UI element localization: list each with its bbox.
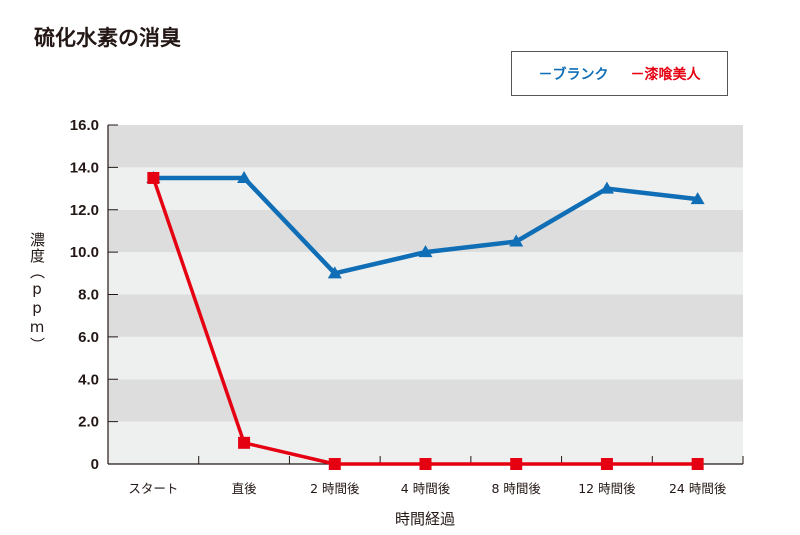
x-axis-label: 時間経過	[394, 510, 455, 528]
data-point-square	[238, 436, 251, 449]
x-tick-label: 24 時間後	[669, 481, 727, 496]
x-tick-label: 8 時間後	[491, 481, 541, 496]
data-point-square	[691, 458, 704, 470]
y-tick-label: 4.0	[78, 371, 99, 388]
grid-band	[108, 252, 743, 295]
y-tick-label: 16.0	[70, 117, 99, 134]
y-tick-label: 14.0	[70, 159, 99, 176]
x-tick-label: 直後	[232, 481, 258, 496]
x-tick-label: スタート	[128, 481, 178, 496]
y-tick-label: 0	[91, 456, 99, 473]
data-point-square	[328, 458, 341, 470]
legend: －ブランク －漆喰美人	[511, 51, 728, 96]
data-point-triangle	[237, 170, 252, 183]
y-tick-label: 8.0	[78, 287, 99, 304]
grid-band	[108, 379, 743, 422]
grid-band	[108, 294, 743, 337]
y-axis-label: 濃度（ppm）	[28, 232, 46, 353]
legend-item-shikkui: －漆喰美人	[630, 66, 701, 83]
grid-band	[108, 421, 743, 464]
x-tick-label: 12 時間後	[578, 481, 636, 496]
x-tick-label: 4 時間後	[401, 481, 451, 496]
grid-band	[108, 336, 743, 380]
data-point-triangle	[327, 266, 342, 279]
y-tick-label: 10.0	[70, 244, 99, 261]
data-point-triangle	[509, 234, 524, 247]
grid-band	[108, 125, 743, 168]
chart-title: 硫化水素の消臭	[34, 26, 181, 50]
data-point-triangle	[599, 181, 614, 194]
grid-band	[108, 209, 743, 253]
data-point-square	[147, 171, 160, 184]
legend-item-blank: －ブランク	[538, 66, 609, 83]
y-tick-label: 2.0	[78, 414, 99, 431]
grid-band	[108, 167, 743, 210]
x-tick-label: 2 時間後	[310, 481, 360, 496]
data-point-triangle	[418, 245, 433, 258]
y-tick-label: 12.0	[70, 202, 99, 219]
data-point-square	[510, 458, 523, 470]
data-point-square	[600, 458, 613, 470]
data-point-square	[419, 458, 432, 470]
y-tick-label: 6.0	[78, 329, 99, 346]
data-point-triangle	[690, 192, 705, 205]
